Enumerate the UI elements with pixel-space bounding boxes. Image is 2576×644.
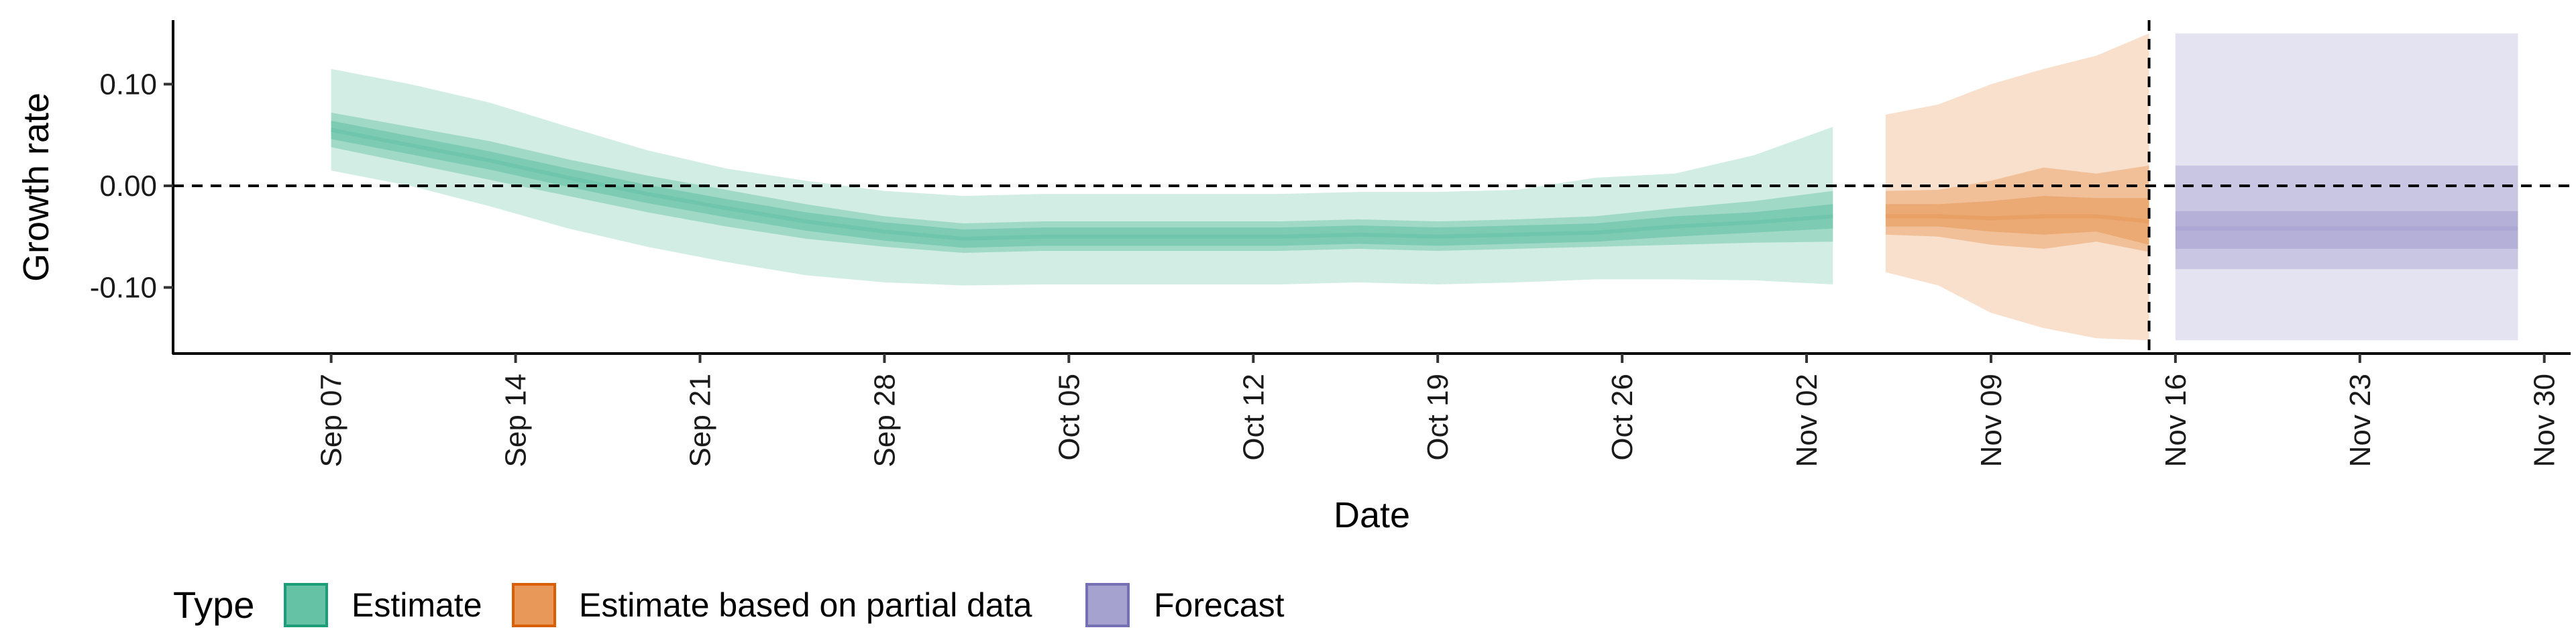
x-tick-label: Sep 28 (868, 374, 901, 467)
legend-label-estimate: Estimate (352, 586, 482, 624)
reference-lines (173, 20, 2571, 354)
estimate-band-20 (331, 121, 1833, 248)
x-tick-label: Oct 12 (1237, 374, 1270, 461)
x-tick-label: Oct 05 (1053, 374, 1085, 461)
estimate-based-on-partial-data-band-20 (1885, 196, 2149, 245)
x-tick-label: Nov 02 (1790, 374, 1823, 467)
y-tick-label: 0.00 (99, 170, 157, 203)
x-tick-label: Sep 07 (315, 374, 348, 467)
estimate-median-line (331, 127, 1833, 241)
x-tick-label: Sep 21 (684, 374, 717, 467)
median-lines (331, 127, 2518, 241)
legend-label-forecast: Forecast (1154, 586, 1285, 624)
legend-label-estimate-based-on-partial-data: Estimate based on partial data (579, 586, 1032, 624)
legend: Type Estimate Estimate based on partial da… (173, 583, 1285, 627)
x-tick-label: Sep 14 (500, 374, 533, 467)
x-tick-label: Nov 23 (2344, 374, 2377, 467)
x-axis-title: Date (1334, 495, 1410, 535)
y-tick-label: 0.10 (99, 68, 157, 101)
legend-title: Type (173, 584, 254, 626)
axes: 0.10 0.00 -0.10 Sep 07 Sep 14 Sep 21 Sep 28 Oct… (16, 20, 2571, 535)
y-axis-title: Growth rate (16, 93, 56, 282)
x-tick-label: Nov 09 (1975, 374, 2008, 467)
x-tick-label: Nov 30 (2528, 374, 2561, 467)
legend-key-estimate (284, 583, 328, 627)
uncertainty-bands (331, 33, 2518, 341)
legend-key-forecast (1085, 583, 1130, 627)
x-tick-label: Oct 19 (1421, 374, 1454, 461)
forecast-band-90 (2175, 33, 2518, 341)
estimate-band-50 (331, 112, 1833, 253)
x-tick-label: Oct 26 (1606, 374, 1639, 461)
x-tick-label: Nov 16 (2159, 374, 2192, 467)
legend-key-estimate-based-on-partial-data (512, 583, 556, 627)
y-tick-label: -0.10 (90, 272, 157, 305)
estimate-based-on-partial-data-median-line (1885, 214, 2149, 223)
